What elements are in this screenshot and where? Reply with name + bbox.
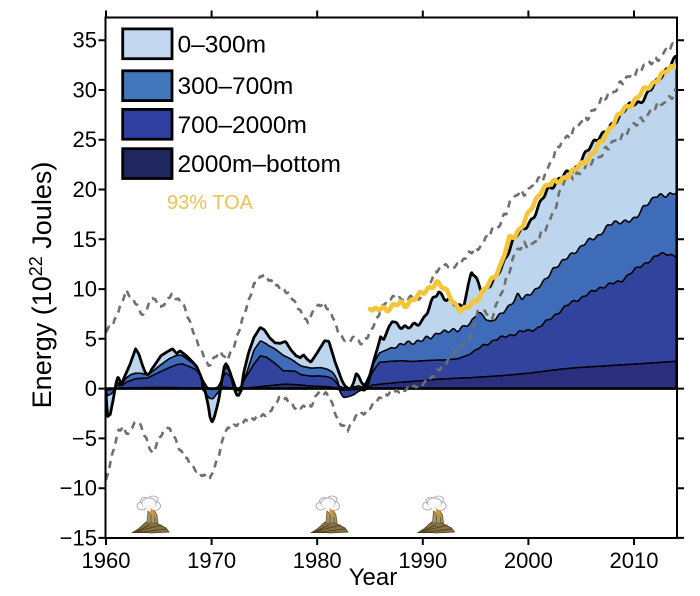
svg-text:30: 30 — [73, 78, 97, 103]
svg-text:0: 0 — [85, 376, 97, 401]
svg-text:5: 5 — [85, 326, 97, 351]
svg-text:35: 35 — [73, 28, 97, 53]
svg-text:0–300m: 0–300m — [178, 31, 267, 58]
svg-text:1970: 1970 — [187, 548, 236, 573]
svg-text:Energy (1022 Joules): Energy (1022 Joules) — [26, 162, 57, 409]
svg-text:93% TOA: 93% TOA — [167, 192, 254, 214]
svg-text:−10: −10 — [60, 476, 97, 501]
svg-text:20: 20 — [73, 177, 97, 202]
svg-text:1980: 1980 — [293, 548, 342, 573]
svg-text:1990: 1990 — [398, 548, 447, 573]
svg-text:2000: 2000 — [504, 548, 553, 573]
svg-text:−5: −5 — [72, 426, 97, 451]
svg-text:10: 10 — [73, 277, 97, 302]
svg-text:1960: 1960 — [82, 548, 131, 573]
svg-text:Year: Year — [349, 564, 398, 591]
svg-text:700–2000m: 700–2000m — [178, 112, 307, 139]
svg-text:2010: 2010 — [610, 548, 659, 573]
svg-text:−15: −15 — [60, 525, 97, 550]
svg-text:300–700m: 300–700m — [178, 73, 294, 100]
svg-text:2000m–bottom: 2000m–bottom — [178, 151, 341, 178]
svg-text:15: 15 — [73, 227, 97, 252]
svg-text:25: 25 — [73, 127, 97, 152]
